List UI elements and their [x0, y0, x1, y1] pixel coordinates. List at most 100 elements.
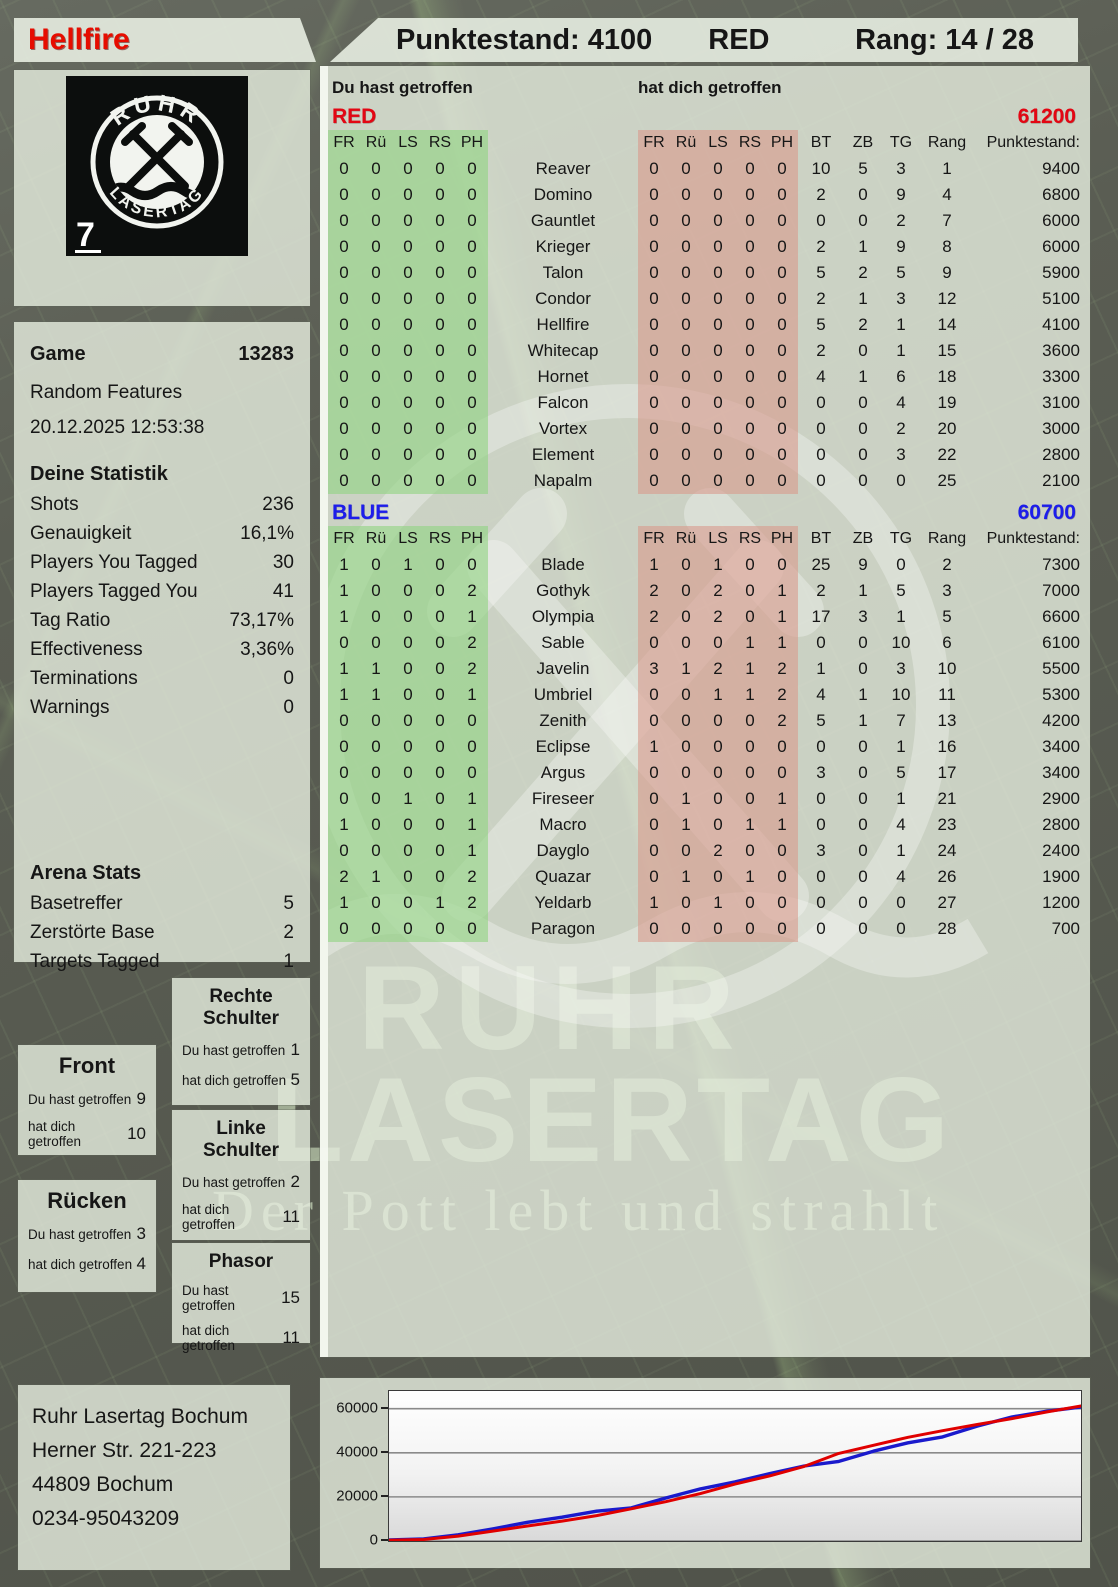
tg-col-header: TG: [889, 530, 913, 547]
got-cell: 1: [702, 890, 734, 916]
zb-cell: 2: [858, 263, 868, 282]
bt-cell: 3: [816, 841, 826, 860]
got-cell: 1: [670, 786, 702, 812]
rang-cell: 16: [937, 737, 957, 756]
player-name-cell: Element: [531, 445, 595, 464]
hit-cell: 0: [424, 916, 456, 942]
got-cell: 0: [638, 312, 670, 338]
got-cell: 1: [638, 890, 670, 916]
hit-cell: 0: [392, 708, 424, 734]
got-cell: 0: [766, 390, 798, 416]
hit-cell: 0: [328, 708, 360, 734]
hit-cell: 0: [392, 156, 424, 182]
got-cell: 0: [734, 916, 766, 942]
hit-cell: 0: [424, 552, 456, 578]
player-name-cell: Macro: [539, 815, 587, 834]
y-tick-label: 0: [369, 1531, 378, 1549]
tg-cell: 1: [896, 737, 906, 756]
tg-cell: 4: [896, 815, 906, 834]
hit-col-header: RS: [424, 130, 456, 156]
y-tick-label: 60000: [336, 1399, 378, 1417]
stat-value: 0: [283, 696, 294, 718]
table-row: 0 0 0 0 0 Talon 0 0 0 0 0 5 2 5 9 5900: [328, 260, 1090, 286]
score-cell: 7000: [1042, 581, 1080, 600]
hit-cell: 0: [360, 468, 392, 494]
got-group-label: hat dich getroffen: [638, 78, 782, 97]
got-cell: 0: [702, 468, 734, 494]
hit-cell: 0: [456, 552, 488, 578]
hit-cell: 0: [456, 364, 488, 390]
game-mode: Random Features: [30, 382, 183, 403]
table-row: 1 0 0 0 1 Olympia 2 0 2 0 1 17 3 1 5 6600: [328, 604, 1090, 630]
got-cell: 1: [638, 734, 670, 760]
player-name-cell: Fireseer: [531, 789, 595, 808]
hit-cell: 0: [392, 312, 424, 338]
hit-cell: 0: [456, 390, 488, 416]
got-cell: 0: [734, 234, 766, 260]
tg-cell: 1: [896, 789, 906, 808]
got-cell: 2: [766, 708, 798, 734]
hit-cell: 0: [456, 208, 488, 234]
hit-col-header: LS: [392, 130, 424, 156]
tg-cell: 5: [896, 263, 906, 282]
hit-cell: 0: [328, 442, 360, 468]
bt-cell: 2: [816, 237, 826, 256]
hit-cell: 0: [360, 578, 392, 604]
bt-cell: 0: [816, 737, 826, 756]
hit-cell: 2: [456, 890, 488, 916]
zb-cell: 1: [858, 581, 868, 600]
bt-cell: 10: [811, 159, 831, 178]
red-team-name: RED: [332, 105, 377, 128]
hit-cell: 0: [456, 760, 488, 786]
got-cell: 0: [702, 286, 734, 312]
table-row: 0 0 0 0 0 Hornet 0 0 0 0 0 4 1 6 18 3300: [328, 364, 1090, 390]
game-datetime: 20.12.2025 12:53:38: [30, 417, 205, 438]
stat-value: 30: [272, 551, 294, 573]
tg-cell: 10: [891, 633, 911, 652]
hit-cell: 0: [328, 630, 360, 656]
hit-cell: 0: [392, 578, 424, 604]
hit-cell: 0: [328, 364, 360, 390]
got-cell: 0: [734, 734, 766, 760]
tg-cell: 3: [896, 445, 906, 464]
venue-street: Herner Str. 221-223: [32, 1439, 217, 1462]
got-cell: 0: [670, 260, 702, 286]
got-label: hat dich getroffen: [182, 1323, 236, 1353]
hit-cell: 0: [392, 390, 424, 416]
hit-cell: 0: [360, 734, 392, 760]
red-team-table: FR Rü LS RS PH FR Rü LS RS PH BT ZB TG Rang Punktestan…: [328, 130, 1090, 494]
zb-cell: 1: [858, 289, 868, 308]
zb-cell: 2: [858, 315, 868, 334]
got-cell: 0: [702, 708, 734, 734]
hit-cell: 0: [360, 760, 392, 786]
rang-cell: 25: [937, 471, 957, 490]
got-cell: 0: [638, 234, 670, 260]
hit-value: 1: [290, 1040, 300, 1059]
hit-cell: 1: [328, 812, 360, 838]
hit-cell: 1: [328, 656, 360, 682]
hit-value: 2: [290, 1172, 300, 1191]
arena-title: Arena Stats: [30, 862, 142, 884]
venue-name: Ruhr Lasertag Bochum: [32, 1405, 248, 1428]
score-cell: 3400: [1042, 737, 1080, 756]
got-cell: 0: [702, 156, 734, 182]
hit-cell: 0: [424, 760, 456, 786]
hit-cell: 0: [360, 786, 392, 812]
got-cell: 0: [702, 390, 734, 416]
got-value: 11: [282, 1328, 300, 1347]
tg-cell: 0: [896, 893, 906, 912]
hit-cell: 0: [360, 234, 392, 260]
hit-cell: 2: [456, 656, 488, 682]
score-cell: 4100: [1042, 315, 1080, 334]
got-cell: 0: [702, 182, 734, 208]
tg-cell: 3: [896, 159, 906, 178]
bt-cell: 0: [816, 633, 826, 652]
table-header-row: FR Rü LS RS PH FR Rü LS RS PH BT ZB TG Rang Punktestan…: [328, 526, 1090, 552]
score-cell: 9400: [1042, 159, 1080, 178]
hit-cell: 0: [328, 312, 360, 338]
hit-cell: 0: [424, 182, 456, 208]
hit-cell: 0: [360, 708, 392, 734]
table-row: 0 0 0 0 0 Domino 0 0 0 0 0 2 0 9 4 6800: [328, 182, 1090, 208]
hit-cell: 0: [456, 260, 488, 286]
hit-cell: 0: [456, 442, 488, 468]
